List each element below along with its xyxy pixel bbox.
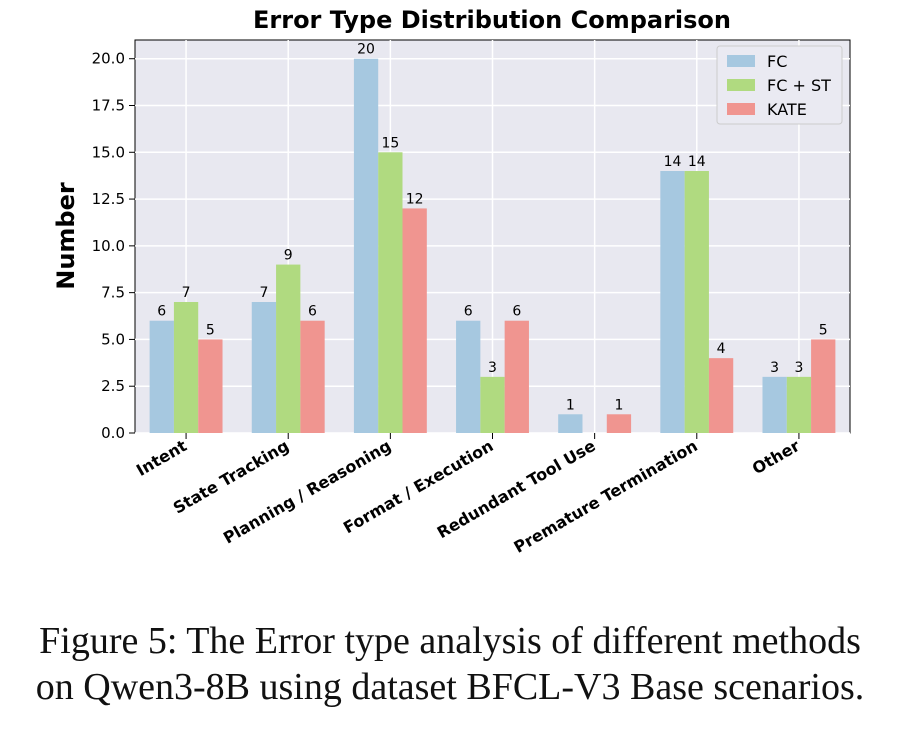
y-tick-label: 15.0 (92, 143, 125, 161)
bar (456, 320, 481, 433)
x-tick-label: Other (749, 436, 803, 478)
bar (606, 414, 632, 433)
y-axis: 0.0 2.5 5.0 7.5 10.0 12.5 15.0 17.5 20.0 (92, 50, 135, 442)
bar-value-label: 3 (770, 360, 779, 376)
bar-value-label: 9 (284, 248, 293, 264)
bar (708, 358, 734, 433)
legend-label: FC + ST (767, 76, 831, 95)
bar-value-label: 14 (688, 154, 706, 170)
bar (480, 376, 505, 433)
bar (660, 171, 685, 433)
bar-value-label: 5 (206, 322, 215, 338)
x-tick-label: Premature Termination (511, 436, 701, 557)
chart-title: Error Type Distribution Comparison (253, 6, 731, 34)
legend-swatch (727, 79, 755, 91)
bar (811, 339, 836, 433)
bar-value-label: 4 (717, 341, 726, 357)
caption-line-1: Figure 5: The Error type analysis of dif… (39, 620, 861, 662)
legend-label: KATE (767, 100, 807, 119)
bar (276, 264, 301, 433)
bar (198, 339, 223, 433)
figure-caption: Figure 5: The Error type analysis of dif… (0, 618, 900, 710)
bar-value-label: 6 (308, 304, 317, 320)
caption-line-2: on Qwen3-8B using dataset BFCL-V3 Base s… (35, 666, 865, 708)
bar (762, 376, 787, 433)
y-tick-label: 10.0 (92, 237, 125, 255)
bar-value-label: 14 (664, 154, 682, 170)
bar-value-label: 3 (794, 360, 803, 376)
bar-value-label: 15 (381, 135, 399, 151)
bar (402, 208, 427, 433)
bar (786, 376, 812, 433)
bar (558, 414, 583, 433)
legend-swatch (727, 55, 755, 67)
bar (300, 320, 325, 433)
legend-label: FC (767, 52, 787, 71)
bar-value-label: 7 (182, 285, 191, 301)
legend-swatch (727, 103, 755, 115)
y-tick-label: 12.5 (92, 190, 125, 208)
bar (173, 302, 199, 433)
y-tick-label: 7.5 (101, 284, 125, 302)
bar (251, 302, 277, 433)
bar (378, 152, 403, 434)
bar-value-label: 6 (512, 304, 521, 320)
bars (149, 58, 836, 434)
chart: Error Type Distribution Comparison 67206… (52, 6, 851, 557)
y-axis-label: Number (52, 182, 80, 290)
x-tick-label: Intent (133, 436, 190, 480)
bar-value-label: 12 (406, 191, 424, 207)
bar (684, 171, 709, 433)
x-tick-label: Planning / Reasoning (220, 436, 394, 548)
bar-value-label: 5 (819, 322, 828, 338)
y-tick-label: 5.0 (101, 330, 125, 348)
bar-value-label: 6 (157, 304, 166, 320)
bar-value-label: 1 (614, 397, 623, 413)
bar (149, 320, 174, 433)
bar (353, 58, 379, 433)
bar (504, 320, 529, 433)
y-tick-label: 0.0 (101, 424, 125, 442)
y-tick-label: 17.5 (92, 97, 125, 115)
bar-value-label: 1 (566, 397, 575, 413)
y-tick-label: 20.0 (92, 50, 125, 68)
bar-value-label: 20 (357, 42, 375, 58)
legend: FC FC + ST KATE (716, 45, 843, 125)
y-tick-label: 2.5 (101, 377, 125, 395)
bar-value-label: 7 (259, 285, 268, 301)
bar-value-label: 6 (464, 304, 473, 320)
bar-value-label: 3 (488, 360, 497, 376)
